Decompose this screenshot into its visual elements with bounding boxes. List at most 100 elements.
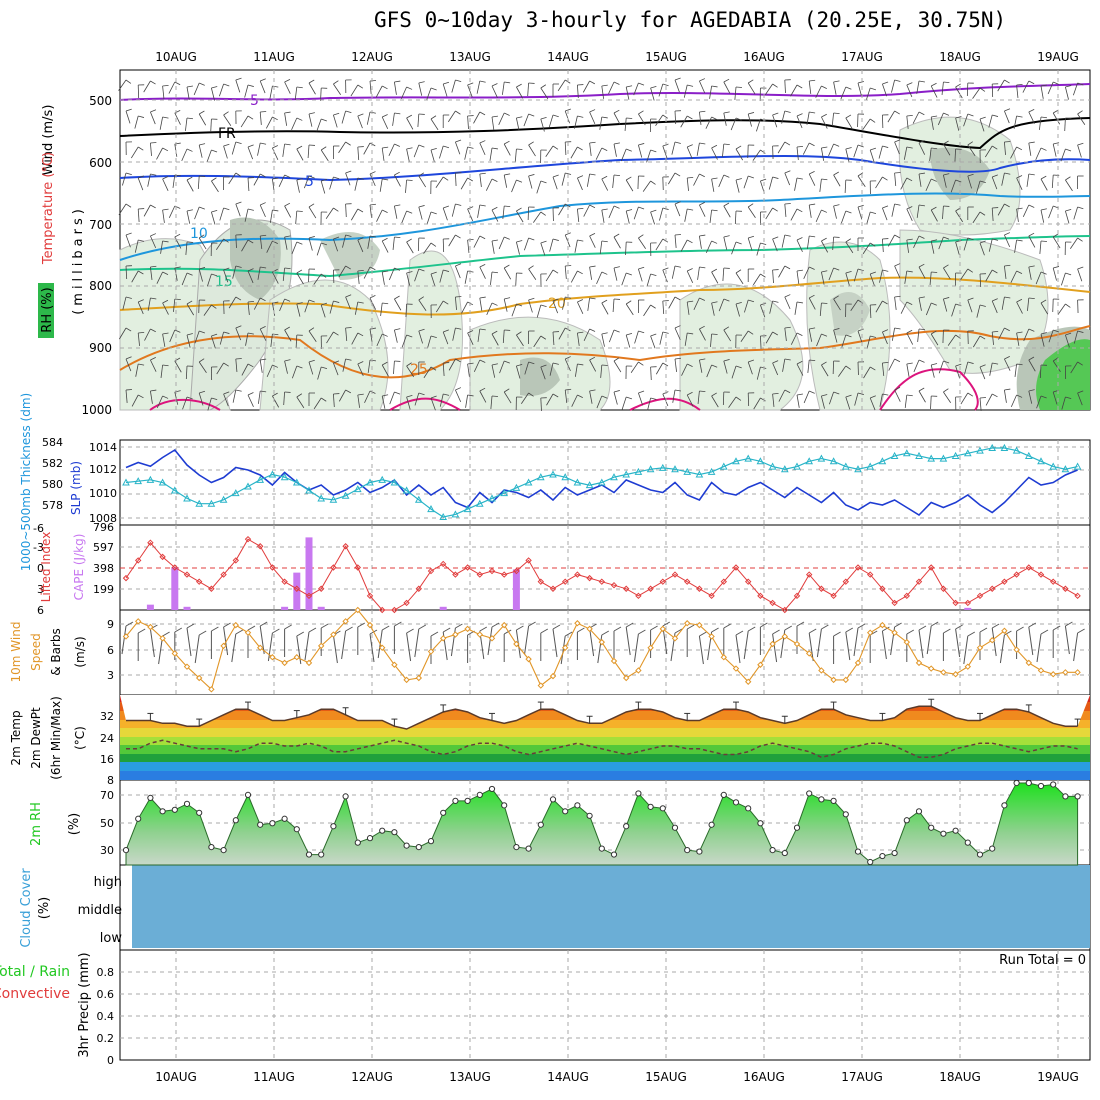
lifted-index-point (537, 578, 545, 585)
upper-barb (266, 240, 273, 253)
upper-barb-flag (321, 366, 328, 370)
upper-barb (595, 147, 603, 160)
upper-barb (333, 238, 339, 252)
upper-barb (699, 328, 706, 341)
upper-barb (369, 328, 373, 342)
thickness-point (122, 478, 130, 486)
wind10-tick-6: 6 (107, 644, 114, 657)
thickness-point (658, 463, 667, 471)
upper-barb-flag (186, 241, 194, 243)
upper-barb (460, 177, 468, 190)
wind10-barb-flag (918, 625, 927, 631)
upper-barb (406, 241, 414, 254)
upper-barb (906, 332, 914, 345)
upper-barb-flag (625, 300, 632, 305)
wind10-point (793, 640, 801, 648)
upper-barb-flag (992, 174, 998, 178)
upper-barb (574, 115, 578, 129)
upper-barb-flag (931, 178, 937, 182)
upper-barb-flag (894, 295, 901, 298)
upper-barb-flag (394, 80, 401, 83)
upper-barb (503, 298, 508, 312)
upper-barb (976, 180, 981, 194)
upper-barb-flag (1052, 233, 1059, 238)
wind10-barb-flag (699, 631, 707, 637)
upper-barb (448, 234, 456, 247)
upper-barb-flag (223, 143, 230, 147)
upper-barb-flag (369, 80, 377, 82)
wind10-point (269, 654, 276, 661)
upper-barb (235, 203, 241, 217)
upper-barb (696, 142, 700, 156)
upper-barb-flag (735, 86, 743, 88)
upper-barb (589, 142, 592, 156)
upper-barb-flag (333, 80, 339, 85)
upper-barb-flag (1004, 264, 1011, 267)
upper-barb-flag (138, 394, 144, 399)
upper-barb (514, 148, 517, 162)
upper-barb-flag (235, 172, 242, 177)
upper-barb-flag (1016, 394, 1023, 398)
thickness-point (414, 495, 423, 503)
upper-barb (392, 236, 395, 250)
upper-barb (747, 113, 752, 127)
upper-barb (680, 115, 688, 128)
upper-barb-flag (589, 204, 596, 209)
upper-barb-flag (333, 112, 340, 116)
thickness-point (768, 462, 777, 470)
upper-barb-flag (296, 178, 303, 181)
wind10-point (452, 631, 459, 638)
rh2m-point (196, 809, 203, 816)
rh2m-point (635, 790, 642, 797)
upper-barb-flag (174, 329, 181, 333)
upper-barb (1001, 296, 1005, 310)
thickness-point (939, 454, 948, 462)
upper-barb-flag (772, 176, 779, 179)
upper-barb-flag (382, 270, 389, 273)
wind10-point (927, 665, 935, 672)
upper-barb (381, 271, 385, 285)
upper-barb (284, 112, 288, 126)
wind10-barb-flag (772, 629, 780, 635)
wind10-point (244, 629, 252, 636)
upper-barb (490, 395, 493, 409)
upper-barb-flag (345, 234, 352, 237)
date-label-top: 18AUG (939, 50, 981, 64)
upper-barb-flag (687, 239, 693, 244)
upper-barb-flag (443, 329, 449, 333)
upper-barb (821, 240, 829, 253)
upper-barb (1036, 395, 1042, 409)
upper-barb (156, 395, 163, 409)
upper-barb (589, 359, 597, 372)
upper-barb-flag (528, 265, 534, 270)
upper-barb (247, 146, 254, 160)
upper-barb (601, 302, 609, 315)
lifted-index-point (147, 539, 154, 546)
upper-barb-flag (833, 391, 840, 395)
contour-label-5: 5 (250, 93, 259, 109)
upper-barb (929, 271, 932, 285)
upper-barb-flag (809, 294, 815, 299)
upper-barb-flag (369, 111, 376, 114)
upper-barb (186, 210, 191, 224)
upper-barb (938, 236, 944, 250)
upper-barb (564, 389, 568, 403)
upper-barb-flag (687, 391, 693, 396)
cape-bar (146, 604, 154, 610)
upper-barb-flag (467, 362, 474, 365)
wind10-barb (552, 628, 558, 658)
upper-barb-flag (321, 242, 328, 246)
upper-barb-flag (430, 211, 437, 215)
upper-barb-flag (845, 238, 852, 243)
upper-barb-flag (735, 117, 742, 121)
upper-barb (777, 141, 786, 154)
upper-barb (455, 265, 461, 279)
lifted-index-point (500, 571, 508, 578)
upper-barb (857, 206, 863, 220)
upper-barb-flag (723, 326, 730, 331)
wind10-barb-flag (198, 630, 207, 636)
upper-barb (1039, 364, 1042, 379)
upper-barb (991, 176, 998, 190)
upper-barb (516, 210, 524, 223)
li-tick-m6: -6 (33, 522, 44, 535)
